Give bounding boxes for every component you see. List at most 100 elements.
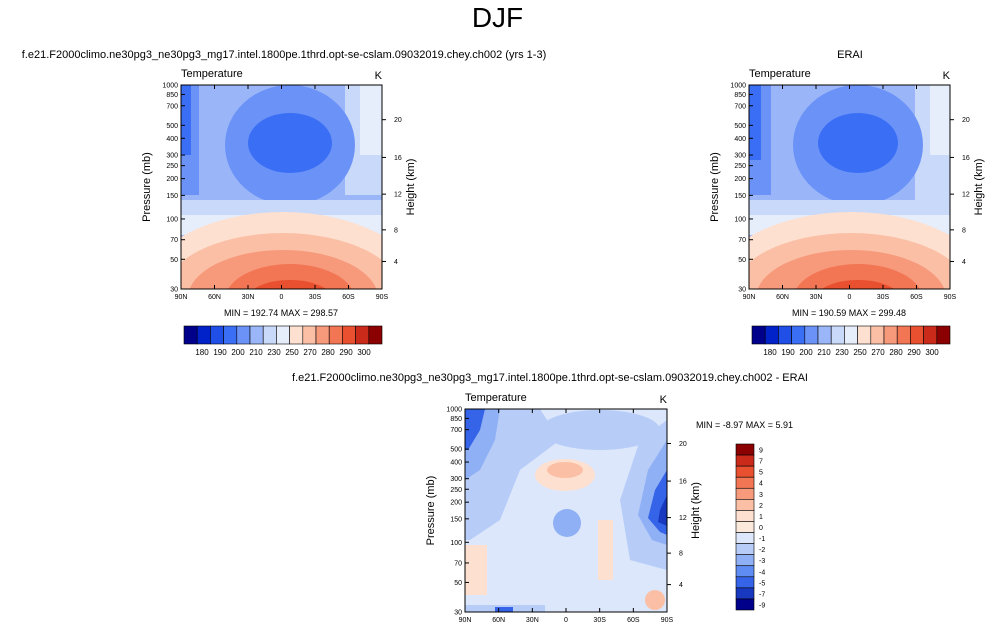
colorbar-swatch [735, 521, 755, 533]
colorbar-swatch [735, 554, 755, 567]
y-tick-label: 300 [734, 153, 746, 160]
colorbar-label: 9 [759, 448, 763, 455]
colorbar-label: 230 [267, 348, 281, 357]
y-tick-label: 850 [450, 416, 462, 423]
colorbar-swatch [735, 454, 755, 467]
x-tick-label: 30S [309, 294, 322, 301]
y-tick-label: 100 [734, 216, 746, 223]
y-tick-label: 30 [170, 287, 178, 294]
colorbar-swatch [857, 325, 872, 345]
colorbar-label: -2 [759, 547, 765, 554]
colorbar-swatch [196, 325, 211, 345]
colorbar-swatch [328, 325, 343, 345]
y-tick-label: 200 [166, 176, 178, 183]
y-tick-label: 50 [738, 257, 746, 264]
x-tick-label: 60S [910, 294, 923, 301]
page-title: DJF [471, 2, 524, 33]
colorbar-label: 190 [213, 348, 227, 357]
x-tick-label: 30S [593, 617, 606, 624]
y-tick-label: 100 [166, 216, 178, 223]
colorbar-swatch [342, 325, 356, 345]
colorbar-label: 250 [285, 348, 299, 357]
colorbar-label: 210 [817, 348, 831, 357]
colorbar-label: -5 [759, 580, 765, 587]
panel-3-field [465, 409, 667, 612]
min-max-label: MIN = -8.97 MAX = 5.91 [696, 420, 793, 430]
x-tick-label: 90S [944, 294, 957, 301]
colorbar-label: 200 [799, 348, 813, 357]
colorbar-label: -3 [759, 558, 765, 565]
colorbar-label: -7 [759, 591, 765, 598]
x-tick-label: 90N [459, 617, 472, 624]
y-right-tick-label: 20 [679, 441, 687, 448]
y-tick-label: 70 [454, 560, 462, 567]
y-right-tick-label: 4 [679, 582, 683, 589]
panel-1-field [181, 85, 382, 289]
min-max-label: MIN = 192.74 MAX = 298.57 [224, 308, 338, 318]
x-tick-label: 90S [661, 617, 674, 624]
y-right-tick-label: 12 [394, 192, 402, 199]
y-tick-label: 1000 [162, 83, 178, 90]
y-tick-label: 70 [738, 237, 746, 244]
panel-3-axes: 90N 60N 30N 0 30S 60S 90S305070100150200250300… [425, 392, 793, 624]
y-tick-label: 150 [734, 193, 746, 200]
colorbar-swatch [735, 487, 755, 500]
colorbar-label: 4 [759, 481, 763, 488]
panel-2-axes: 90N 60N 30N 0 30S 60S 90S 30 50 70 100 150 200 250 300… [709, 68, 985, 318]
colorbar-label: 200 [231, 348, 245, 357]
y-right-tick-label: 12 [962, 192, 970, 199]
units-label: K [375, 70, 383, 82]
y-tick-label: 700 [166, 103, 178, 110]
variable-label: Temperature [465, 392, 527, 404]
panel-3-title: f.e21.F2000climo.ne30pg3_ne30pg3_mg17.in… [292, 372, 808, 384]
y-right-tick-label: 16 [394, 155, 402, 162]
colorbar-label: 180 [195, 348, 209, 357]
colorbar-swatch [910, 325, 924, 345]
y-right-tick-label: 20 [962, 117, 970, 124]
colorbar-label: 0 [759, 525, 763, 532]
colorbar-swatch [735, 532, 755, 544]
colorbar-swatch [735, 576, 755, 589]
colorbar-swatch [315, 325, 330, 345]
colorbar-swatch [804, 325, 819, 345]
colorbar-swatch [735, 510, 755, 522]
x-tick-label: 60S [627, 617, 640, 624]
colorbar-swatch [817, 325, 832, 345]
colorbar-swatch [764, 325, 779, 345]
colorbar-swatch [870, 325, 885, 345]
y-right-tick-label: 4 [394, 259, 398, 266]
x-tick-label: 90S [376, 294, 389, 301]
y-tick-label: 400 [734, 136, 746, 143]
colorbar-label: 280 [321, 348, 335, 357]
panel-1-axes: 90N 60N 30N 0 30S 60S 90S 30 50 70 100 150 200 250 300… [141, 68, 417, 318]
colorbar-swatch [210, 325, 224, 345]
x-tick-label: 60S [342, 294, 355, 301]
colorbar-label: 250 [853, 348, 867, 357]
colorbar-swatch [735, 598, 755, 611]
colorbar-swatch [844, 325, 858, 345]
colorbar-swatch [735, 499, 755, 511]
variable-label: Temperature [749, 68, 811, 80]
colorbar-swatch [923, 325, 938, 345]
y-right-tick-label: 8 [679, 551, 683, 558]
y-right-axis-title: Height (km) [690, 482, 702, 539]
colorbar-swatch [896, 325, 911, 345]
y-tick-label: 500 [450, 447, 462, 454]
y-tick-label: 850 [734, 92, 746, 99]
x-tick-label: 30N [242, 294, 255, 301]
colorbar-swatch [936, 325, 951, 345]
colorbar-swatch [883, 325, 898, 345]
y-tick-label: 30 [738, 287, 746, 294]
x-tick-label: 90N [175, 294, 188, 301]
y-axis-title: Pressure (mb) [709, 152, 721, 222]
y-tick-label: 50 [454, 580, 462, 587]
y-tick-label: 700 [450, 427, 462, 434]
colorbar-label: -1 [759, 536, 765, 543]
colorbar-label: 1 [759, 514, 763, 521]
colorbar-swatch [262, 325, 277, 345]
y-right-tick-label: 12 [679, 515, 687, 522]
colorbar-swatch [183, 325, 198, 345]
y-tick-label: 30 [454, 610, 462, 617]
x-tick-label: 60N [492, 617, 505, 624]
